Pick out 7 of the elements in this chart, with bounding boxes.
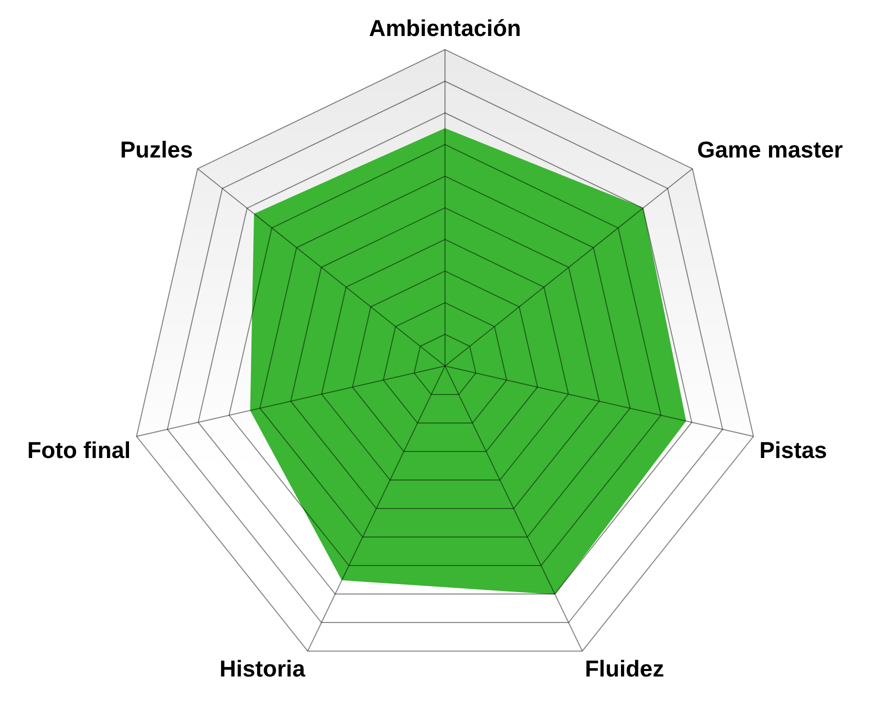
spoke-label: Foto final (27, 436, 131, 463)
spoke-label: Game master (697, 136, 843, 163)
spoke-label: Puzles (120, 136, 193, 163)
spoke-label: Ambientación (368, 15, 522, 42)
spoke-label: Historia (219, 656, 306, 682)
spoke-label: Pistas (759, 436, 828, 463)
spoke-label: Fluidez (584, 656, 664, 682)
